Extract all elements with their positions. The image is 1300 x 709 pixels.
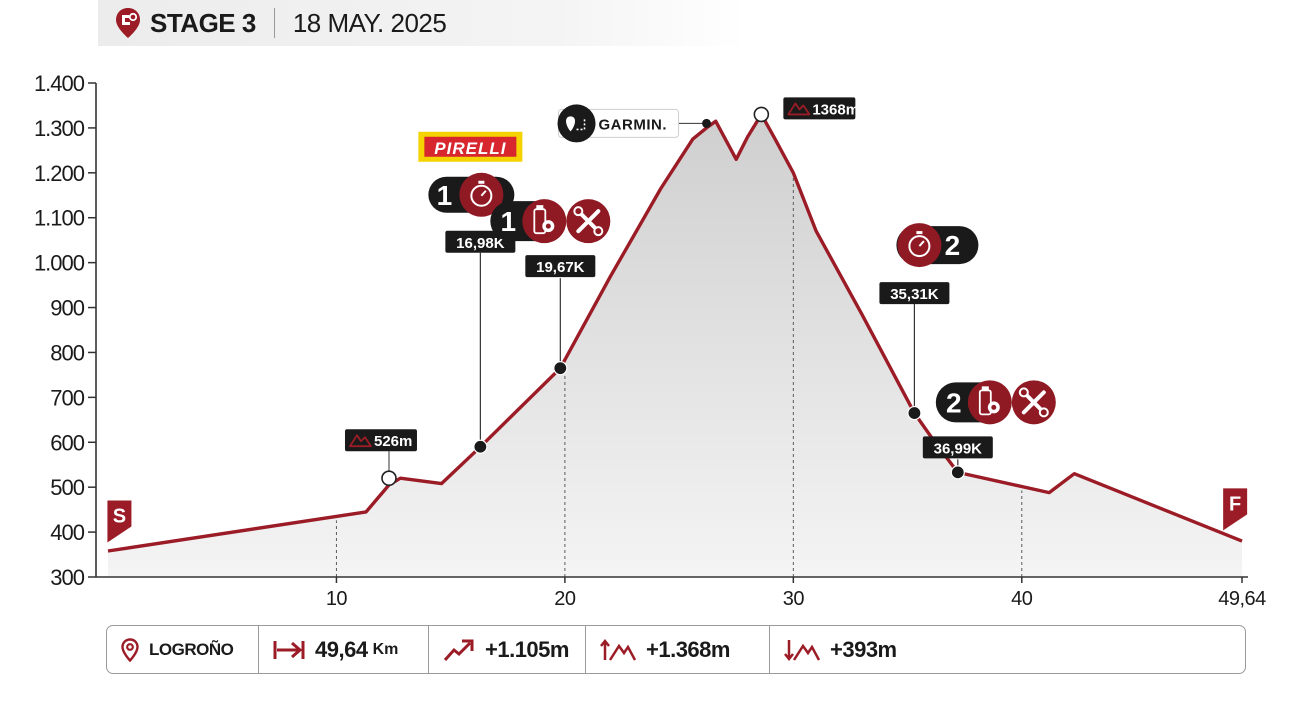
- x-tick-label: 49,64: [1218, 588, 1266, 610]
- y-tick-label: 300: [50, 565, 84, 590]
- x-tick-label: 10: [326, 588, 348, 610]
- distance-unit: Km: [372, 640, 399, 658]
- feed-zone-icon: [978, 386, 1000, 416]
- tech-assistance-icon: [1018, 387, 1049, 418]
- summit-marker: [381, 470, 397, 487]
- start-flag: [107, 500, 132, 543]
- y-tick-label: 1.400: [34, 71, 85, 96]
- location-pin-icon: [121, 637, 139, 662]
- checkpoint-marker: [907, 405, 922, 421]
- checkpoint-marker: [950, 465, 965, 480]
- y-tick-label: 800: [50, 340, 84, 365]
- tech-assistance-icon: [573, 206, 604, 237]
- y-tick-label: 600: [50, 430, 84, 455]
- feed-zone-icon: [533, 205, 555, 235]
- pirelli-logo-text: PIRELLI: [434, 139, 506, 158]
- stopwatch-end-icon: [908, 231, 931, 258]
- profile-area: [108, 114, 1242, 578]
- y-tick-label: 400: [50, 520, 84, 545]
- checkpoint-marker: [473, 439, 488, 454]
- ascent-value: +1.105m: [485, 636, 569, 662]
- feed-km-label: 19,67K: [536, 259, 585, 276]
- distance-icon: [273, 640, 305, 659]
- y-tick-label: 1.300: [34, 116, 85, 141]
- garmin-icon-circle: [557, 104, 596, 143]
- x-tick-label: 20: [554, 588, 576, 610]
- y-tick-label: 700: [50, 385, 84, 410]
- summit-mountain-icon: [349, 434, 372, 448]
- garmin-marker: [702, 118, 712, 128]
- max-altitude-cell: +1.368m: [586, 626, 770, 673]
- gps-pin-icon: [566, 116, 576, 132]
- feed-badge-circle: [522, 199, 567, 244]
- feed-badge-number: 1: [501, 206, 517, 237]
- altitude-up-icon: [600, 638, 636, 661]
- start-city-cell: LOGROÑO: [107, 626, 259, 673]
- x-tick-label: 40: [1011, 588, 1033, 610]
- timed-badge-number: 1: [437, 180, 453, 211]
- start-flag-label: S: [113, 505, 126, 527]
- checkpoint-marker: [553, 361, 568, 376]
- stopwatch-icon: [470, 180, 493, 207]
- y-tick-label: 900: [50, 296, 84, 321]
- distance-cell: 49,64 Km: [259, 626, 429, 673]
- x-tick-label: 30: [783, 588, 805, 610]
- header-divider: [273, 8, 275, 38]
- y-tick-label: 1.000: [34, 251, 85, 276]
- summit-altitude-label: 526m: [374, 433, 412, 450]
- feed-km-label-box: [525, 255, 596, 278]
- distance-value: 49,64: [315, 636, 368, 662]
- feed-badge-circle: [967, 380, 1012, 425]
- stage-summary-bar: LOGROÑO 49,64 Km +1.105m +1.368m +393m: [106, 625, 1246, 674]
- elevation-profile-chart: 300 400 500 600 700 800 900 1.000 1.100 1.200 1.30…: [34, 71, 1267, 610]
- stage-title: STAGE 3: [150, 7, 256, 38]
- stage-date: 18 MAY. 2025: [292, 7, 447, 38]
- timed-end-km-label: 35,31K: [890, 286, 939, 303]
- start-city: LOGROÑO: [149, 639, 234, 659]
- timed-km-label: 16,98K: [456, 235, 505, 252]
- summit-mountain-icon: [787, 102, 811, 116]
- gps-route-icon: [576, 119, 586, 131]
- finish-flag: [1223, 488, 1248, 531]
- summit-altitude-label: 1368m: [812, 101, 859, 118]
- ascent-cell: +1.105m: [429, 626, 586, 673]
- y-tick-label: 1.100: [34, 206, 85, 231]
- garmin-logo-text: GARMIN.: [599, 116, 668, 133]
- timed-end-badge-number: 2: [945, 230, 961, 261]
- timed-end-km-label-box: [879, 282, 950, 305]
- summit-marker: [753, 106, 770, 123]
- max-altitude-value: +1.368m: [646, 636, 730, 662]
- descent-value: +393m: [830, 636, 897, 662]
- feed-km-label-box: [922, 436, 993, 459]
- stage-header: STAGE 3 18 MAY. 2025: [98, 0, 748, 46]
- descent-cell: +393m: [770, 626, 930, 673]
- altitude-down-icon: [784, 639, 820, 661]
- feed-badge-number: 2: [946, 387, 962, 418]
- y-tick-label: 1.200: [34, 161, 85, 186]
- pirelli-logo-band: [424, 136, 517, 157]
- stage-location-icon: [116, 8, 140, 38]
- y-tick-label: 500: [50, 475, 84, 500]
- ascent-trend-icon: [443, 639, 474, 661]
- feed-km-label: 36,99K: [934, 440, 983, 457]
- finish-flag-label: F: [1229, 493, 1241, 515]
